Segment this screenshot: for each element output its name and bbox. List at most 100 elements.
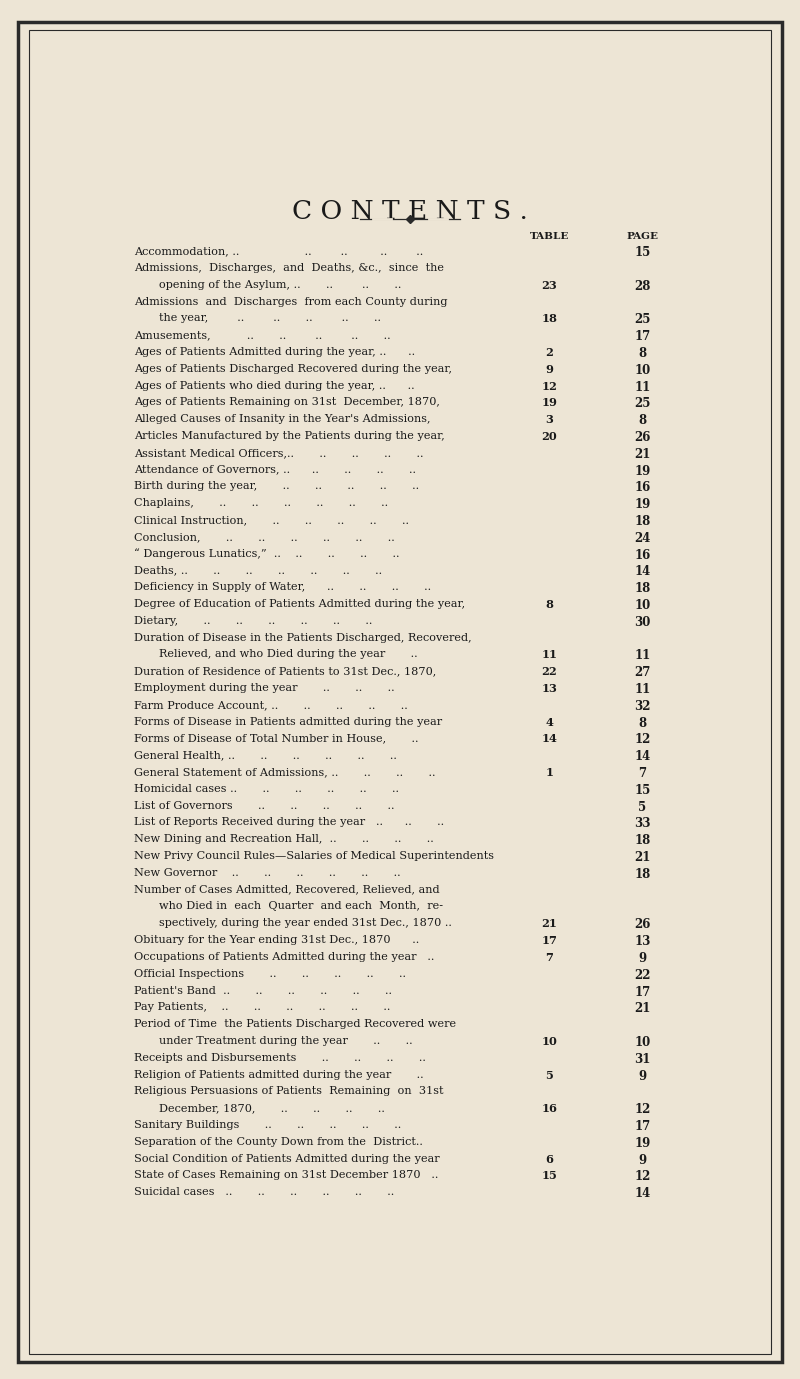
- Text: Forms of Disease in Patients admitted during the year: Forms of Disease in Patients admitted du…: [134, 717, 442, 727]
- Text: 8: 8: [638, 414, 646, 427]
- Text: 19: 19: [634, 1136, 650, 1150]
- Text: Period of Time  the Patients Discharged Recovered were: Period of Time the Patients Discharged R…: [134, 1019, 456, 1029]
- Text: Ages of Patients Discharged Recovered during the year,: Ages of Patients Discharged Recovered du…: [134, 364, 452, 374]
- Text: 15: 15: [634, 783, 650, 797]
- Text: 7: 7: [638, 767, 646, 781]
- Text: State of Cases Remaining on 31st December 1870   ..: State of Cases Remaining on 31st Decembe…: [134, 1171, 438, 1180]
- Text: 10: 10: [542, 1036, 558, 1047]
- Text: 21: 21: [634, 851, 650, 865]
- Text: 19: 19: [542, 397, 558, 408]
- Text: Deficiency in Supply of Water,      ..       ..       ..       ..: Deficiency in Supply of Water, .. .. .. …: [134, 582, 431, 592]
- Text: Dietary,       ..       ..       ..       ..       ..       ..: Dietary, .. .. .. .. .. ..: [134, 616, 373, 626]
- Text: Articles Manufactured by the Patients during the year,: Articles Manufactured by the Patients du…: [134, 432, 445, 441]
- Text: Birth during the year,       ..       ..       ..       ..       ..: Birth during the year, .. .. .. .. ..: [134, 481, 419, 491]
- Text: 4: 4: [546, 717, 554, 728]
- Text: 1: 1: [546, 767, 554, 778]
- Text: “ Dangerous Lunatics,”  ..    ..       ..       ..       ..: “ Dangerous Lunatics,” .. .. .. .. ..: [134, 549, 400, 560]
- Text: 9: 9: [638, 1154, 646, 1167]
- Text: Amusements,          ..       ..        ..        ..       ..: Amusements, .. .. .. .. ..: [134, 330, 390, 341]
- Text: 8: 8: [638, 348, 646, 360]
- Text: 18: 18: [542, 313, 558, 324]
- Text: 14: 14: [634, 750, 650, 763]
- Text: 12: 12: [542, 381, 558, 392]
- Text: 7: 7: [546, 952, 554, 963]
- Text: 13: 13: [542, 683, 558, 694]
- Text: Pay Patients,    ..       ..       ..       ..       ..       ..: Pay Patients, .. .. .. .. .. ..: [134, 1003, 390, 1012]
- Text: Relieved, and who Died during the year       ..: Relieved, and who Died during the year .…: [159, 650, 418, 659]
- Text: 11: 11: [634, 650, 650, 662]
- Text: 12: 12: [634, 734, 650, 746]
- Text: 15: 15: [634, 247, 650, 259]
- Text: 30: 30: [634, 616, 650, 629]
- Text: 5: 5: [638, 801, 646, 814]
- Text: 19: 19: [634, 465, 650, 477]
- Text: Ages of Patients Admitted during the year, ..      ..: Ages of Patients Admitted during the yea…: [134, 348, 415, 357]
- Text: 24: 24: [634, 532, 650, 545]
- Text: 3: 3: [546, 414, 554, 425]
- Text: 11: 11: [634, 683, 650, 696]
- Text: 16: 16: [542, 1103, 558, 1114]
- Text: 14: 14: [634, 565, 650, 578]
- Text: 10: 10: [634, 364, 650, 376]
- Text: 5: 5: [546, 1070, 554, 1081]
- Text: Suicidal cases   ..       ..       ..       ..       ..       ..: Suicidal cases .. .. .. .. .. ..: [134, 1187, 394, 1197]
- Text: Homicidal cases ..       ..       ..       ..       ..       ..: Homicidal cases .. .. .. .. .. ..: [134, 783, 399, 794]
- Text: 21: 21: [634, 448, 650, 461]
- Text: 18: 18: [634, 834, 650, 847]
- Text: Attendance of Governors, ..      ..       ..       ..       ..: Attendance of Governors, .. .. .. .. ..: [134, 465, 416, 474]
- Text: 32: 32: [634, 701, 650, 713]
- Text: Farm Produce Account, ..       ..       ..       ..       ..: Farm Produce Account, .. .. .. .. ..: [134, 701, 408, 710]
- Text: 25: 25: [634, 313, 650, 327]
- Text: 21: 21: [634, 1003, 650, 1015]
- Text: 16: 16: [634, 481, 650, 495]
- Text: Official Inspections       ..       ..       ..       ..       ..: Official Inspections .. .. .. .. ..: [134, 968, 406, 979]
- Text: Admissions  and  Discharges  from each County during: Admissions and Discharges from each Coun…: [134, 296, 448, 306]
- Text: 9: 9: [638, 1070, 646, 1083]
- Text: PAGE: PAGE: [626, 233, 658, 241]
- Text: 10: 10: [634, 598, 650, 612]
- Text: 26: 26: [634, 432, 650, 444]
- Text: under Treatment during the year       ..       ..: under Treatment during the year .. ..: [159, 1036, 413, 1045]
- Text: Obituary for the Year ending 31st Dec., 1870      ..: Obituary for the Year ending 31st Dec., …: [134, 935, 419, 945]
- Text: Deaths, ..       ..       ..       ..       ..       ..       ..: Deaths, .. .. .. .. .. .. ..: [134, 565, 382, 575]
- Text: 25: 25: [634, 397, 650, 411]
- Text: 16: 16: [634, 549, 650, 561]
- Text: 22: 22: [634, 968, 650, 982]
- Text: New Governor    ..       ..       ..       ..       ..       ..: New Governor .. .. .. .. .. ..: [134, 867, 401, 878]
- Text: 17: 17: [542, 935, 558, 946]
- Text: spectively, during the year ended 31st Dec., 1870 ..: spectively, during the year ended 31st D…: [159, 918, 452, 928]
- Text: 19: 19: [634, 498, 650, 512]
- Text: 14: 14: [542, 734, 558, 745]
- Text: Degree of Education of Patients Admitted during the year,: Degree of Education of Patients Admitted…: [134, 598, 466, 610]
- Text: Religion of Patients admitted during the year       ..: Religion of Patients admitted during the…: [134, 1070, 424, 1080]
- Text: Social Condition of Patients Admitted during the year: Social Condition of Patients Admitted du…: [134, 1154, 440, 1164]
- Text: 22: 22: [542, 666, 558, 677]
- Text: 20: 20: [542, 432, 558, 443]
- Text: General Statement of Admissions, ..       ..       ..       ..: General Statement of Admissions, .. .. .…: [134, 767, 436, 778]
- Text: New Dining and Recreation Hall,  ..       ..       ..       ..: New Dining and Recreation Hall, .. .. ..…: [134, 834, 434, 844]
- Text: 18: 18: [634, 867, 650, 881]
- Text: 8: 8: [638, 717, 646, 729]
- Text: Number of Cases Admitted, Recovered, Relieved, and: Number of Cases Admitted, Recovered, Rel…: [134, 885, 440, 895]
- Text: 13: 13: [634, 935, 650, 949]
- Text: Duration of Disease in the Patients Discharged, Recovered,: Duration of Disease in the Patients Disc…: [134, 633, 472, 643]
- Text: Employment during the year       ..       ..       ..: Employment during the year .. .. ..: [134, 683, 394, 694]
- Text: Alleged Causes of Insanity in the Year's Admissions,: Alleged Causes of Insanity in the Year's…: [134, 414, 430, 425]
- Text: Conclusion,       ..       ..       ..       ..       ..       ..: Conclusion, .. .. .. .. .. ..: [134, 532, 395, 542]
- Text: 21: 21: [542, 918, 558, 929]
- Text: Admissions,  Discharges,  and  Deaths, &c.,  since  the: Admissions, Discharges, and Deaths, &c.,…: [134, 263, 444, 273]
- Text: 17: 17: [634, 1120, 650, 1134]
- Text: 10: 10: [634, 1036, 650, 1049]
- Text: 26: 26: [634, 918, 650, 931]
- Text: Ages of Patients Remaining on 31st  December, 1870,: Ages of Patients Remaining on 31st Decem…: [134, 397, 440, 407]
- Text: C O N T E N T S .: C O N T E N T S .: [292, 200, 528, 225]
- Text: Forms of Disease of Total Number in House,       ..: Forms of Disease of Total Number in Hous…: [134, 734, 418, 743]
- Text: 17: 17: [634, 986, 650, 998]
- Text: 18: 18: [634, 582, 650, 596]
- Text: Separation of the County Down from the  District..: Separation of the County Down from the D…: [134, 1136, 423, 1147]
- Text: the year,        ..        ..       ..        ..       ..: the year, .. .. .. .. ..: [159, 313, 381, 324]
- Text: 12: 12: [634, 1103, 650, 1116]
- Text: 11: 11: [542, 650, 558, 661]
- Text: 18: 18: [634, 514, 650, 528]
- Text: 28: 28: [634, 280, 650, 292]
